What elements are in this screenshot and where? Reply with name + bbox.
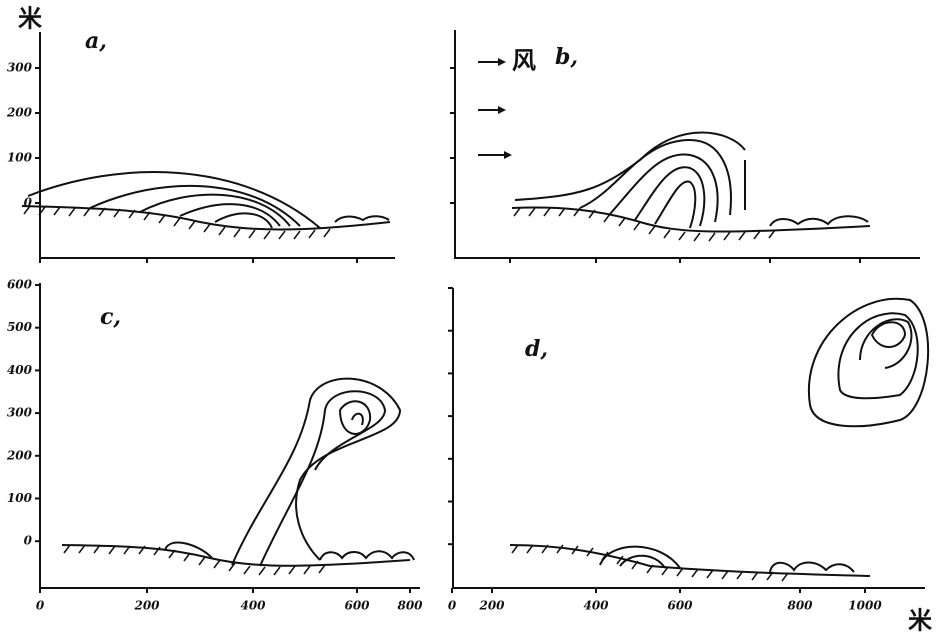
x-tick-label: 800	[787, 599, 813, 613]
y-tick-label: 100	[7, 491, 33, 505]
y-tick-label: 500	[7, 320, 33, 334]
y-tick-label: 0	[24, 534, 33, 548]
unit-label: 米	[908, 606, 932, 635]
panel-label: a,	[85, 28, 107, 54]
x-tick-label: 200	[478, 599, 505, 613]
wind-label: 风	[512, 46, 536, 75]
y-tick-label: 300	[7, 61, 33, 75]
x-tick-label: 1000	[848, 599, 882, 613]
x-tick-label: 600	[344, 599, 370, 613]
y-tick-label: 0	[24, 196, 33, 210]
x-tick-label: 0	[448, 599, 457, 613]
y-tick-label: 600	[7, 278, 33, 292]
x-tick-label: 400	[583, 599, 609, 613]
axes	[39, 30, 925, 589]
panel-label: d,	[525, 336, 548, 362]
y-tick-label: 200	[6, 106, 33, 120]
x-tick-label: 800	[397, 599, 423, 613]
x-tick-label: 600	[667, 599, 693, 613]
unit-label: 米	[18, 4, 42, 33]
x-tick-label: 0	[36, 599, 45, 613]
y-tick-label: 400	[7, 363, 33, 377]
y-tick-label: 100	[7, 151, 33, 165]
y-tick-label: 200	[6, 448, 33, 462]
contours	[27, 131, 930, 569]
x-tick-label: 200	[133, 599, 160, 613]
ground	[21, 205, 871, 582]
x-tick-label: 400	[240, 599, 266, 613]
y-tick-label: 300	[7, 406, 33, 420]
panel-label: b,	[555, 44, 578, 70]
panel-label: c,	[100, 304, 121, 330]
